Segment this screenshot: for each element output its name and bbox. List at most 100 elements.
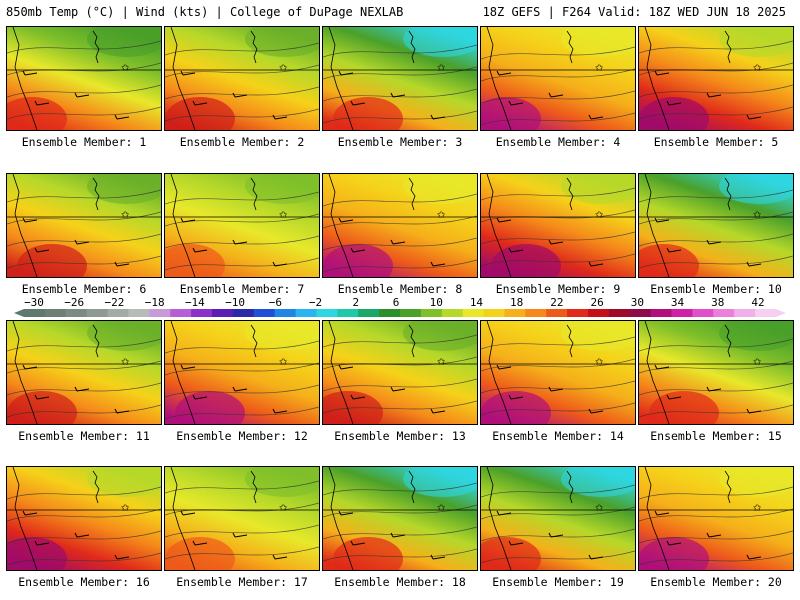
ensemble-map-panel: ✩ [164,26,320,131]
water-outline [250,30,258,64]
map-title: 850mb Temp (°C) | Wind (kts) | College o… [6,5,404,19]
coastline [12,467,38,570]
colorbar-tick-label: 26 [590,296,604,309]
height-contour [165,524,319,538]
water-outline [408,324,416,358]
wind-barb [654,510,670,516]
water-outline [724,470,732,504]
ensemble-member-label: Ensemble Member: 4 [495,135,621,149]
height-contour [481,528,635,542]
height-contour [7,382,161,396]
wind-barb [22,364,38,370]
ensemble-member-label: Ensemble Member: 20 [650,575,782,589]
wind-barb [114,261,130,267]
wind-barb [430,554,446,560]
coastline [328,174,354,277]
city-marker-icon: ✩ [121,63,130,74]
cool-region [87,174,161,204]
height-contour [165,502,319,516]
cool-region [719,27,793,57]
water-outline [408,30,416,64]
height-contour [165,42,319,56]
height-contour [323,356,477,370]
height-contour [7,486,161,500]
ensemble-map-panel: ✩ [322,320,478,425]
water-outline [250,324,258,358]
ensemble-map-panel: ✩ [322,173,478,278]
water-outline [724,324,732,358]
warm-core [639,244,699,277]
cool-region [561,321,635,351]
ensemble-map-panel: ✩ [322,26,478,131]
ensemble-member-label: Ensemble Member: 15 [650,429,782,443]
wind-barb [180,510,196,516]
water-outline [408,470,416,504]
wind-barb [508,247,524,253]
height-contour [7,530,161,544]
cool-region [87,467,161,497]
colorbar-tick-label: 6 [392,296,400,309]
ensemble-map-panel: ✩ [480,173,636,278]
colorbar-tick-label: 14 [469,296,484,309]
height-contour [7,106,161,120]
height-contour [639,486,793,500]
colorbar-segment [170,309,192,317]
cool-region [403,321,477,351]
city-marker-icon: ✩ [279,210,288,221]
wind-barb [654,364,670,370]
height-contour [323,237,477,251]
wind-barb [192,100,208,106]
wind-barb [430,408,446,414]
height-contour [323,548,477,562]
colorbar-segment [629,309,652,317]
height-contour [7,233,161,247]
ensemble-member-label: Ensemble Member: 8 [337,282,463,296]
wind-barb [508,394,524,400]
colorbar-segment [253,309,276,317]
city-marker-icon: ✩ [121,503,130,514]
height-contour [7,40,161,54]
wind-barb [548,239,564,245]
city-marker-icon: ✩ [437,63,446,74]
wind-barb [74,239,90,245]
coastline [12,174,38,277]
colorbar-min-arrow [14,309,24,317]
ensemble-member-label: Ensemble Member: 9 [495,282,621,296]
colorbar-segment [316,309,338,317]
height-contour [481,209,635,223]
height-contour [323,193,477,207]
wind-barb [548,532,564,538]
wind-barb [180,70,196,76]
wind-barb [390,532,406,538]
ensemble-member-label: Ensemble Member: 11 [18,429,150,443]
height-contour [7,360,161,374]
city-marker-icon: ✩ [595,503,604,514]
height-contour [323,378,477,392]
height-contour [323,88,477,102]
wind-barb [390,239,406,245]
ensemble-map-panel: ✩ [6,26,162,131]
colorbar-segment [379,309,401,317]
height-contour [639,404,793,418]
warm-core [7,537,67,570]
colorbar-segment [24,309,46,317]
ensemble-map-panel: ✩ [6,173,162,278]
city-marker-icon: ✩ [121,357,130,368]
colorbar-segment [441,309,464,317]
height-contour [165,235,319,249]
wind-barb [338,70,354,76]
cool-region [561,174,635,204]
ensemble-member-label: Ensemble Member: 19 [492,575,624,589]
colorbar-segment [462,309,485,317]
colorbar-segment [191,309,213,317]
colorbar-segment [107,309,129,317]
wind-barb [666,394,682,400]
height-contour [165,406,319,420]
colorbar-segment [608,309,631,317]
warm-core [165,97,235,130]
height-contour [481,506,635,520]
wind-barb [666,100,682,106]
colorbar-segment [650,309,673,317]
ensemble-member-label: Ensemble Member: 7 [179,282,305,296]
height-contour [165,480,319,494]
